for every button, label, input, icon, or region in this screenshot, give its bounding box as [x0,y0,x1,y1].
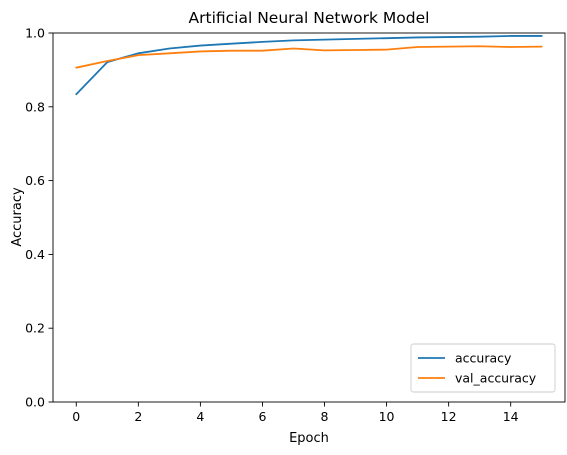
series-line-accuracy [75,35,543,96]
x-axis-label: Epoch [289,431,329,446]
series-layer [75,35,543,96]
x-tick-label-0: 0 [72,409,80,424]
legend-label-accuracy: accuracy [455,351,512,366]
y-tick-label-2: 0.4 [25,247,45,262]
x-tick-label-3: 6 [258,409,266,424]
plot-frame [52,32,566,403]
legend-label-val-accuracy: val_accuracy [455,371,537,386]
legend: accuracy val_accuracy [410,343,556,393]
x-tick-label-4: 8 [321,409,329,424]
x-tick-label-2: 4 [196,409,204,424]
y-tick-label-4: 0.8 [25,99,45,114]
legend-box [410,343,556,393]
x-tick-label-5: 10 [379,409,395,424]
y-tick-label-0: 0.0 [25,395,45,410]
chart-title: Artificial Neural Network Model [189,9,430,27]
y-axis-label: Accuracy [10,187,25,247]
axes-layer [52,32,566,403]
y-tick-label-1: 0.2 [25,321,45,336]
x-tick-label-6: 12 [441,409,457,424]
y-tick-label-3: 0.6 [25,173,45,188]
x-tick-label-1: 2 [134,409,142,424]
series-line-val-accuracy [75,45,543,69]
ticks-layer: 0 2 4 6 8 10 12 14 0.0 0.2 0.4 0.6 0.8 1.0 [25,26,519,425]
y-tick-label-5: 1.0 [25,26,45,41]
x-tick-label-7: 14 [503,409,519,424]
